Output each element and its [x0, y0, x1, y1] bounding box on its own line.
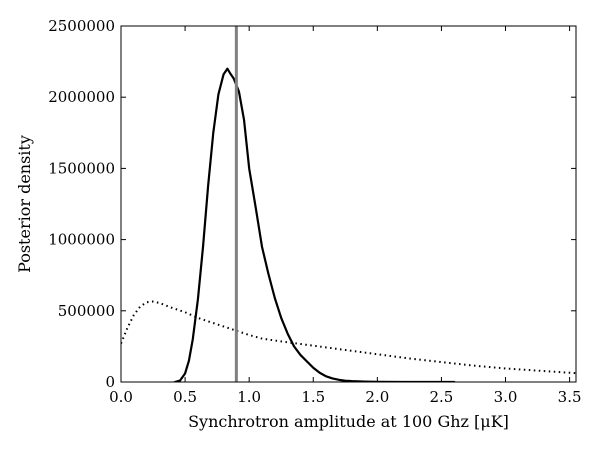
y-axis-title: Posterior density [15, 135, 34, 273]
series-line-prior [121, 300, 576, 375]
x-tick-label: 1.0 [237, 388, 261, 406]
x-tick-label: 3.0 [494, 388, 518, 406]
y-tick-label: 2500000 [48, 17, 115, 35]
plot-frame [120, 25, 577, 383]
series-line-posterior [173, 67, 456, 382]
x-tick-label: 0.5 [173, 388, 197, 406]
y-tick-label: 500000 [58, 302, 115, 320]
plot-area [121, 26, 576, 382]
x-tick-label: 1.5 [301, 388, 325, 406]
y-tick-label: 1500000 [48, 159, 115, 177]
x-axis-title: Synchrotron amplitude at 100 Ghz [μK] [188, 412, 509, 431]
ticks: 0.0 0.5 1.0 1.5 2.0 2.5 3.0 3.5 0 500000 1000000 15… [48, 17, 581, 406]
y-tick-label: 0 [105, 373, 115, 391]
x-tick-label: 3.5 [558, 388, 582, 406]
y-tick-label: 1000000 [48, 231, 115, 249]
x-tick-label: 2.5 [429, 388, 453, 406]
x-tick-label: 0.0 [109, 388, 133, 406]
x-tick-label: 2.0 [365, 388, 389, 406]
y-tick-label: 2000000 [48, 88, 115, 106]
